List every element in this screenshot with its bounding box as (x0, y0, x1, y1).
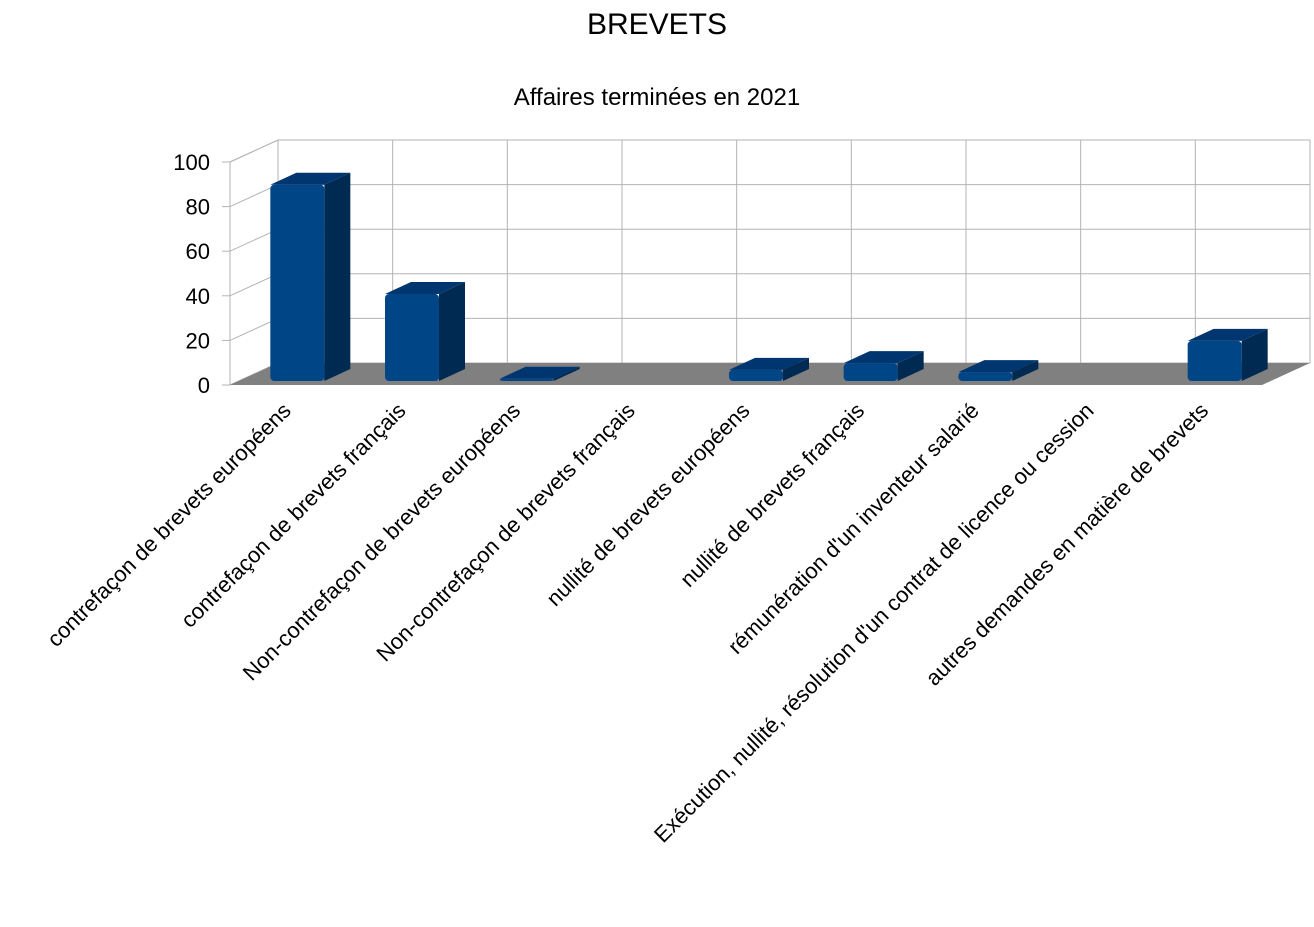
bar-side (324, 172, 351, 381)
y-tick-label: 80 (186, 195, 210, 220)
bar-top (729, 357, 809, 370)
x-category-label: nullité de brevets français (675, 398, 869, 592)
x-category-label: contrefaçon de brevets européens (42, 398, 296, 652)
bar-side (1012, 360, 1039, 381)
bar-side (553, 366, 580, 381)
bar-front (270, 184, 325, 381)
bar-side (1241, 328, 1268, 381)
bar-top (843, 351, 924, 364)
bar-side (897, 351, 924, 381)
bar-side (783, 357, 809, 381)
bar-top (385, 282, 465, 295)
bar-side (439, 282, 465, 381)
bar-top (499, 366, 580, 379)
bar (270, 172, 351, 381)
bar (385, 282, 465, 381)
x-category-label: contrefaçon de brevets français (176, 398, 411, 633)
bar-top (1187, 328, 1268, 341)
y-tick-label: 20 (186, 328, 210, 353)
y-tick-label: 0 (198, 373, 210, 398)
x-category-label: rémunération d'un inventeur salarié (723, 398, 984, 659)
bar (499, 366, 580, 381)
x-axis-labels: contrefaçon de brevets européenscontrefa… (42, 398, 1213, 848)
y-tick-label: 100 (173, 150, 210, 175)
chart-subtitle: Affaires terminées en 2021 (513, 84, 801, 111)
y-tick-label: 40 (186, 284, 210, 309)
bar-front (843, 363, 898, 381)
bars (270, 172, 1268, 381)
x-category-label: nullité de brevets européens (541, 398, 754, 611)
bar-front (385, 294, 439, 381)
bar-front (729, 369, 783, 381)
y-tick-label: 60 (186, 239, 210, 264)
bar-front (958, 372, 1013, 381)
chart-title: BREVETS (586, 8, 728, 41)
bar (843, 351, 924, 381)
bar-front (499, 378, 554, 381)
x-category-label: Non-contrefaçon de brevets français (371, 398, 639, 666)
x-category-label: Exécution, nullité, résolution d'un cont… (649, 398, 1099, 848)
y-axis-ticks: 0 20 40 60 80 100 (173, 150, 230, 398)
bar-top (958, 360, 1039, 373)
bar (1187, 328, 1268, 381)
bar (729, 357, 809, 381)
bar-top (270, 172, 351, 185)
bar (958, 360, 1039, 381)
bar-front (1187, 340, 1242, 381)
